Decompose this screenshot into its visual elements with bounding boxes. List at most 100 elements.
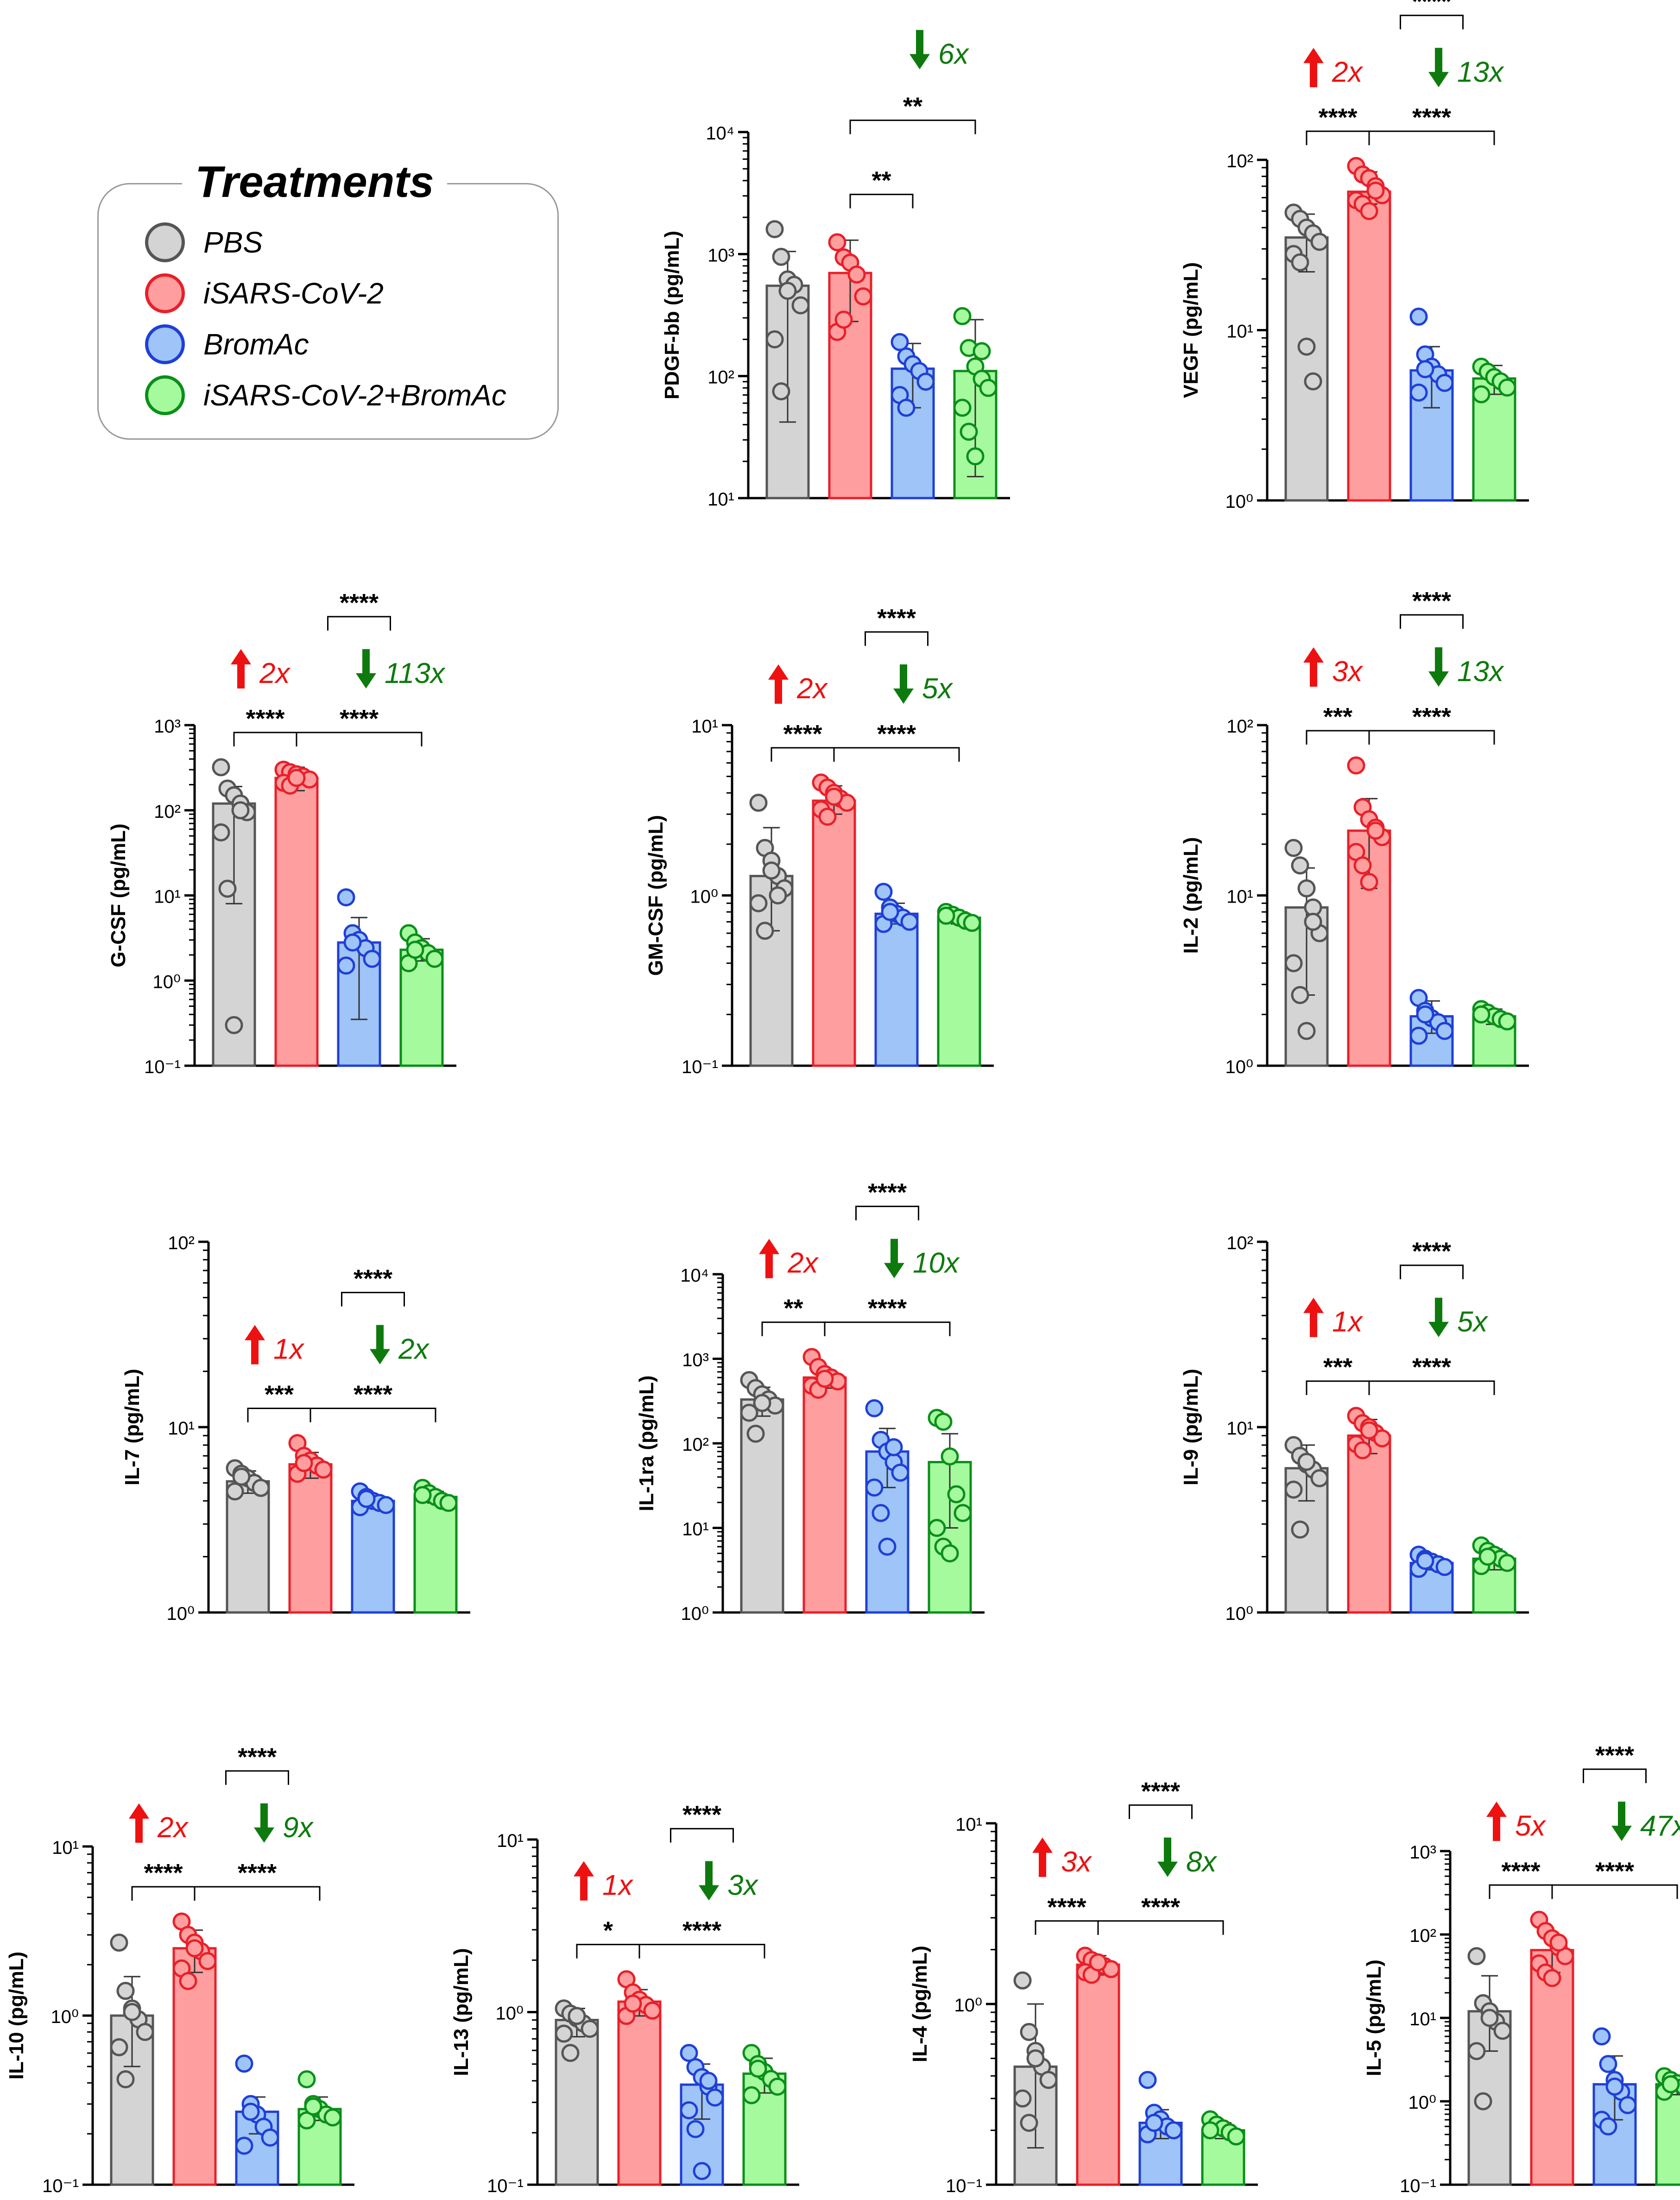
data-point	[854, 287, 872, 306]
data-point	[231, 801, 250, 820]
data-point	[928, 1519, 946, 1537]
data-point	[1435, 1022, 1454, 1040]
data-point	[749, 894, 768, 912]
up-arrow-icon	[1303, 647, 1324, 687]
down-arrow-icon	[356, 649, 376, 689]
data-point	[746, 1424, 765, 1443]
significance-bracket	[296, 732, 423, 746]
data-point	[568, 2007, 586, 2025]
significance-label: ****	[783, 720, 822, 748]
legend-item-pbs: PBS	[145, 221, 263, 263]
bar-isars-cov-2	[1347, 1434, 1391, 1614]
data-point	[1291, 253, 1309, 272]
y-axis-label: IL-7 (pg/mL)	[121, 1369, 144, 1486]
data-point	[261, 2128, 279, 2147]
chart-gmcsf: 10⁻¹ 10⁰ 10¹ GM-CSF (pg/mL) **** **** **** 2x 5x	[644, 604, 994, 1077]
significance-bracket	[1306, 1380, 1370, 1395]
data-point	[1416, 1551, 1434, 1570]
data-point	[212, 823, 230, 841]
data-point	[1284, 954, 1303, 973]
y-tick-label: 10¹	[691, 716, 718, 737]
data-point	[235, 2055, 253, 2073]
chart-pdgf: 10¹ 10² 10³ 10⁴ PDGF-bb (pg/mL) ** ** 6x	[661, 30, 1010, 510]
data-point	[1297, 337, 1316, 356]
bar-isars-cov-2	[812, 799, 856, 1067]
legend-label-pbs: PBS	[203, 226, 263, 259]
data-point	[941, 1447, 959, 1466]
significance-label: ***	[265, 1380, 294, 1408]
data-point	[1201, 2121, 1219, 2140]
up-arrow-icon	[1303, 48, 1324, 88]
significance-label: ****	[1141, 1777, 1180, 1805]
data-point	[287, 769, 306, 787]
data-point	[979, 379, 998, 397]
data-point	[1618, 2096, 1637, 2114]
legend-item-isars-cov-2: iSARS-CoV-2	[145, 272, 384, 314]
data-point	[749, 2060, 767, 2078]
y-tick-label: 10⁰	[495, 2004, 524, 2024]
data-point	[699, 2072, 718, 2090]
down-arrow-icon	[370, 1325, 390, 1365]
significance-bracket	[1035, 1920, 1099, 1935]
y-axis-label: IL-1ra (pg/mL)	[635, 1375, 658, 1511]
fold-change-label: 2x	[398, 1333, 429, 1365]
y-tick-label: 10¹	[682, 1519, 709, 1540]
significance-label: ***	[1323, 703, 1352, 731]
bar-isars-cov-2	[172, 1947, 217, 2186]
bar-isars-cov-2	[802, 1376, 847, 1614]
y-axis-label: VEGF (pg/mL)	[1180, 262, 1202, 398]
y-tick-label: 10²	[1409, 1926, 1436, 1946]
data-point	[337, 888, 355, 907]
data-point	[1020, 2023, 1038, 2041]
legend-label-bromac: BromAc	[203, 328, 309, 361]
data-point	[1599, 2055, 1617, 2074]
significance-label: **	[783, 1295, 803, 1322]
up-arrow-icon	[245, 1325, 265, 1365]
up-arrow-icon	[574, 1861, 594, 1901]
y-tick-label: 10¹	[497, 1831, 524, 1851]
significance-label: ****	[1412, 587, 1451, 615]
fold-change-label: 6x	[938, 38, 969, 70]
data-point	[953, 307, 972, 325]
bar-isars-cov-2-bromac	[937, 917, 981, 1067]
significance-label: ****	[877, 720, 916, 748]
significance-bracket	[670, 1828, 734, 1843]
significance-bracket	[855, 1206, 919, 1220]
bar-pbs	[226, 1480, 270, 1614]
data-point	[377, 1496, 395, 1514]
data-point	[1366, 822, 1385, 840]
data-point	[847, 265, 866, 284]
y-tick-label: 10²	[1226, 1233, 1253, 1253]
data-point	[406, 941, 424, 959]
significance-bracket	[833, 747, 960, 762]
significance-bracket	[1583, 1768, 1647, 1783]
data-point	[1409, 383, 1428, 402]
significance-bracket	[233, 732, 297, 746]
data-point	[179, 1972, 197, 1990]
down-arrow-icon	[1428, 48, 1449, 88]
bar-isars-cov-2	[1530, 1949, 1574, 2186]
y-tick-label: 10²	[707, 367, 734, 388]
significance-bracket	[1368, 1380, 1495, 1395]
significance-bracket	[576, 1944, 640, 1959]
y-tick-label: 10¹	[955, 1814, 982, 1835]
significance-bracket	[194, 1886, 321, 1901]
chart-gcsf: 10⁻¹ 10⁰ 10¹ 10² 10³ G-CSF (pg/mL) **** **** ***…	[107, 589, 456, 1077]
data-point	[891, 333, 909, 351]
legend-label-isars-cov-2-bromac: iSARS-CoV-2+BromAc	[203, 379, 506, 412]
data-point	[1366, 181, 1385, 200]
legend-item-isars-cov-2-bromac: iSARS-CoV-2+BromAc	[145, 374, 506, 416]
data-point	[1592, 2027, 1611, 2046]
data-point	[1472, 1005, 1491, 1024]
data-point	[916, 373, 935, 391]
significance-bracket	[761, 1321, 826, 1336]
data-point	[185, 1939, 204, 1958]
data-point	[1353, 1441, 1372, 1460]
y-tick-label: 10¹	[707, 489, 734, 510]
significance-bracket	[1306, 730, 1370, 745]
bar-pbs	[555, 2019, 599, 2186]
data-point	[425, 949, 444, 968]
data-point	[1661, 2075, 1680, 2093]
data-point	[323, 2108, 342, 2127]
